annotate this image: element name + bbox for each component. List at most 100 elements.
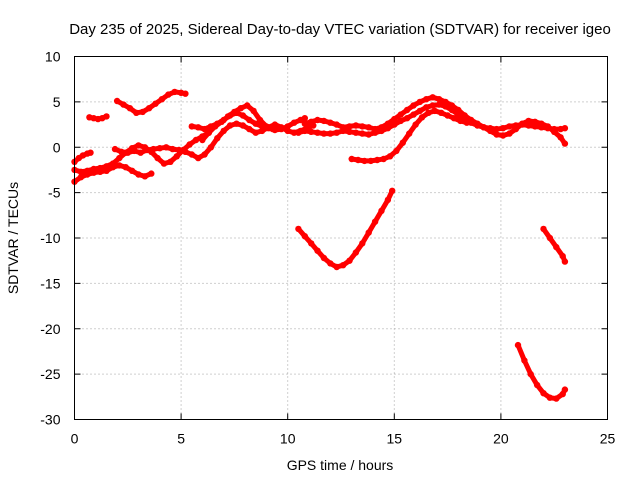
- data-point: [367, 157, 374, 165]
- y-tick-label: -10: [40, 230, 60, 246]
- series-line-arc-12: [295, 188, 395, 270]
- data-point: [256, 116, 264, 124]
- y-tick-label: -30: [40, 412, 60, 428]
- data-point: [301, 120, 308, 127]
- data-point: [252, 120, 259, 127]
- data-point: [84, 167, 91, 174]
- data-point: [397, 117, 404, 125]
- data-point: [393, 147, 400, 155]
- data-point: [231, 108, 238, 116]
- data-point: [252, 129, 259, 136]
- data-point: [521, 357, 528, 364]
- data-point: [154, 154, 161, 162]
- data-point: [359, 240, 366, 247]
- data-series: [71, 88, 569, 402]
- data-point: [152, 100, 159, 107]
- y-tick-label: 0: [53, 139, 61, 155]
- data-point: [308, 118, 315, 126]
- data-point: [301, 115, 308, 122]
- data-point: [327, 119, 334, 126]
- data-point: [348, 155, 355, 163]
- data-point: [118, 148, 125, 155]
- data-point: [412, 121, 419, 128]
- data-point: [371, 125, 379, 133]
- data-point: [493, 125, 500, 133]
- data-point: [435, 101, 443, 108]
- data-point: [188, 151, 195, 158]
- data-point: [438, 109, 445, 117]
- data-point: [143, 146, 151, 154]
- data-point: [561, 258, 569, 265]
- y-tick-label: 10: [45, 49, 61, 65]
- data-point: [544, 123, 551, 130]
- data-point: [339, 262, 347, 269]
- data-point: [205, 129, 212, 136]
- data-point: [553, 243, 560, 251]
- data-point: [333, 129, 340, 136]
- data-point: [124, 149, 131, 156]
- y-tick-label: -25: [40, 366, 60, 382]
- x-axis-label: GPS time / hours: [287, 457, 394, 473]
- data-point: [141, 173, 149, 180]
- data-point: [557, 134, 564, 141]
- data-point: [365, 124, 372, 131]
- data-point: [320, 130, 328, 137]
- data-point: [284, 123, 291, 130]
- data-point: [116, 162, 123, 169]
- data-point: [416, 107, 424, 115]
- data-point: [167, 158, 174, 165]
- data-point: [506, 123, 513, 130]
- data-point: [128, 167, 136, 174]
- data-point: [220, 127, 227, 135]
- data-point: [423, 96, 430, 103]
- data-point: [188, 123, 195, 130]
- data-point: [148, 170, 155, 177]
- data-point: [212, 123, 219, 130]
- data-point: [96, 164, 104, 172]
- data-point: [111, 145, 119, 153]
- data-point: [327, 260, 334, 267]
- data-point: [561, 125, 569, 132]
- y-tick-label: 5: [53, 94, 61, 110]
- data-point: [239, 122, 247, 129]
- data-point: [444, 112, 451, 119]
- data-point: [512, 125, 519, 133]
- data-point: [192, 136, 200, 144]
- data-point: [195, 154, 202, 162]
- data-point: [173, 153, 180, 160]
- data-point: [359, 123, 366, 130]
- data-point: [103, 163, 110, 170]
- data-point: [506, 130, 513, 137]
- data-point: [499, 125, 507, 132]
- data-point: [250, 107, 257, 115]
- data-point: [218, 118, 225, 126]
- data-point: [163, 144, 170, 151]
- data-point: [359, 130, 366, 137]
- data-point: [553, 395, 560, 402]
- data-point: [263, 123, 270, 130]
- data-point: [457, 117, 464, 125]
- data-point: [403, 106, 411, 114]
- data-point: [308, 128, 315, 135]
- x-tick-label: 0: [71, 431, 79, 447]
- data-point: [165, 91, 172, 98]
- data-point: [239, 112, 247, 119]
- data-point: [559, 252, 566, 260]
- x-tick-label: 20: [493, 431, 509, 447]
- data-point: [160, 160, 168, 167]
- data-point: [546, 234, 554, 242]
- data-point: [384, 120, 392, 127]
- data-point: [378, 207, 385, 214]
- data-point: [450, 115, 458, 122]
- data-point: [461, 112, 468, 119]
- data-point: [493, 131, 500, 138]
- data-point: [540, 225, 547, 233]
- data-point: [182, 148, 189, 155]
- data-point: [320, 117, 328, 125]
- data-point: [116, 154, 123, 162]
- data-point: [290, 119, 298, 126]
- data-point: [551, 128, 558, 135]
- data-point: [327, 130, 334, 137]
- data-point: [77, 168, 85, 175]
